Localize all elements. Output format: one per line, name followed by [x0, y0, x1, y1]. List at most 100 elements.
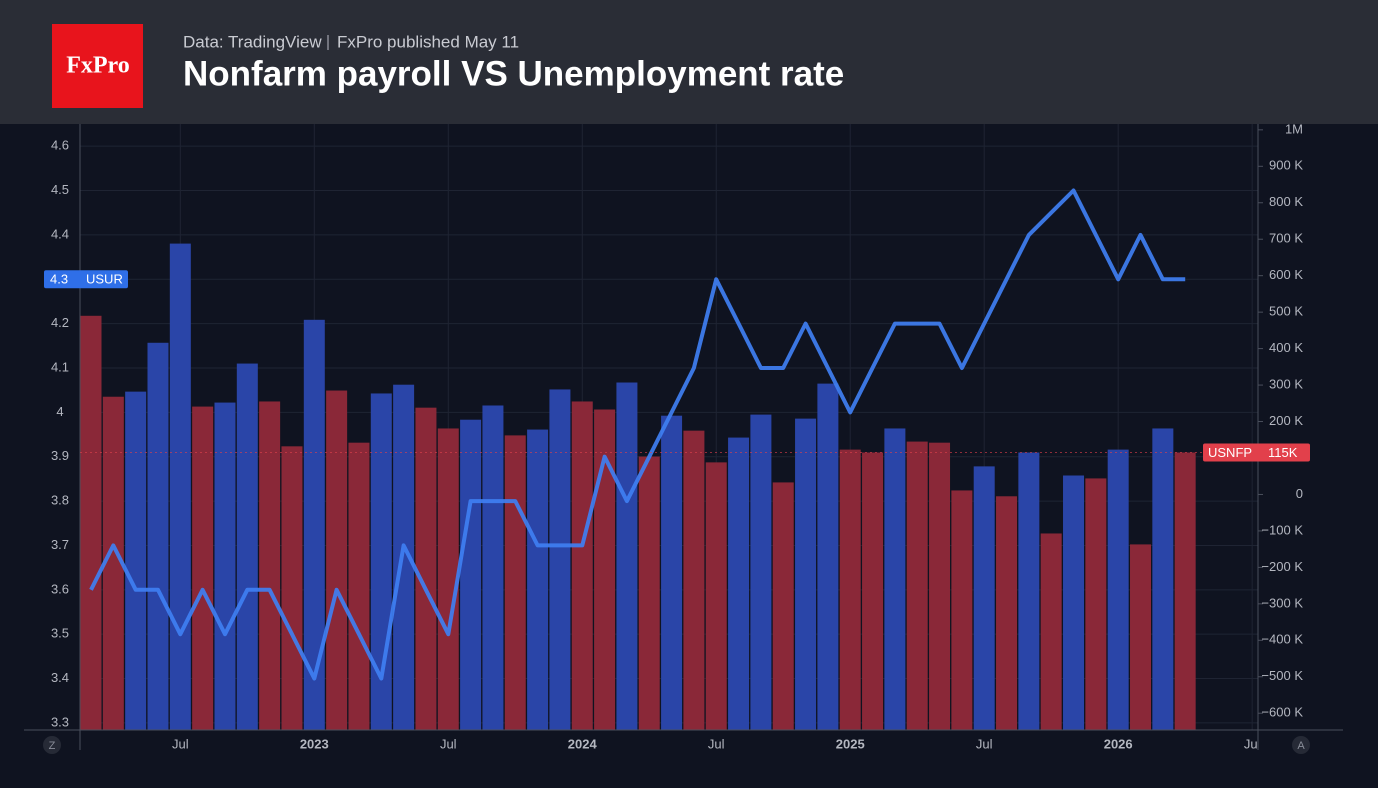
y-tick-label: 4.5 [51, 182, 69, 197]
bar [549, 389, 571, 730]
badge-name: USUR [86, 272, 123, 287]
y2-tick-label: −500 K [1261, 668, 1303, 683]
bar [214, 402, 236, 730]
bar [1174, 452, 1196, 730]
bar [1085, 478, 1107, 730]
bar [504, 435, 526, 730]
bar [661, 415, 683, 730]
badge-value: 115K [1268, 445, 1298, 460]
y-tick-label: 4.6 [51, 138, 69, 153]
y2-tick-label: 800 K [1269, 194, 1303, 209]
x-tick-label: 2024 [568, 736, 598, 751]
line [89, 188, 1186, 681]
bar [571, 401, 593, 730]
bar [1040, 533, 1062, 730]
bar [1018, 452, 1040, 730]
y2-tick-label: 900 K [1269, 158, 1303, 173]
bar [147, 342, 169, 730]
bar [1063, 475, 1085, 730]
logo-box [52, 24, 143, 108]
bar [996, 496, 1018, 730]
y2-tick-label: −400 K [1261, 632, 1303, 647]
bar [192, 406, 214, 730]
y-tick-label: 3.4 [51, 670, 69, 685]
y2-tick-label: 400 K [1269, 340, 1303, 355]
bar [728, 437, 750, 730]
bar [169, 243, 191, 730]
x-tick-label: 2025 [836, 736, 865, 751]
y2-tick-label: 500 K [1269, 304, 1303, 319]
control-label[interactable]: A [1297, 740, 1305, 752]
bar [683, 430, 705, 730]
bar [1107, 449, 1129, 730]
y-tick-label: 4 [56, 404, 63, 419]
bar [437, 428, 459, 730]
y2-tick-label: −300 K [1261, 595, 1303, 610]
x-tick-label: Jul [708, 736, 725, 751]
bar [951, 490, 973, 730]
badge [1203, 443, 1310, 462]
bar [884, 428, 906, 730]
y-tick-label: 4.1 [51, 359, 69, 374]
badge [44, 270, 128, 289]
x-tick-label: Jul [172, 736, 189, 751]
bar [1152, 428, 1174, 730]
x-tick-label: 2023 [300, 736, 329, 751]
bar [482, 405, 504, 730]
y2-tick-label: 700 K [1269, 231, 1303, 246]
y-tick-label: 3.9 [51, 448, 69, 463]
published: FxPro published May 11 [337, 32, 519, 51]
x-tick-label: 2026 [1104, 736, 1133, 751]
bar [929, 442, 951, 730]
source: Data: TradingView [183, 32, 322, 51]
bar [750, 414, 772, 730]
y-tick-label: 3.7 [51, 537, 69, 552]
bar [303, 319, 325, 730]
bar [527, 429, 549, 730]
bar [817, 383, 839, 730]
bar [973, 466, 995, 730]
y-tick-label: 3.3 [51, 714, 69, 729]
bar [906, 441, 928, 730]
bar [348, 442, 370, 730]
y-tick-label: 4.4 [51, 226, 69, 241]
y2-tick-label: 600 K [1269, 267, 1303, 282]
bar [415, 407, 437, 730]
bar [80, 315, 102, 730]
y-tick-label: 4.2 [51, 315, 69, 330]
y2-tick-label: 200 K [1269, 413, 1303, 428]
y2-tick-label: −200 K [1261, 559, 1303, 574]
bar [839, 449, 861, 730]
bar [326, 390, 348, 730]
y-tick-label: 3.6 [51, 581, 69, 596]
bar [1130, 544, 1152, 730]
control-button[interactable] [1292, 736, 1310, 754]
header [0, 0, 1378, 124]
bar [616, 382, 638, 730]
badge-name: USNFP [1208, 445, 1252, 460]
x-tick-label: Jul [1244, 736, 1261, 751]
y2-tick-label: 1M [1285, 121, 1303, 136]
bar [259, 401, 281, 730]
y2-tick-label: −100 K [1261, 522, 1303, 537]
control-button[interactable] [43, 736, 61, 754]
logo: FxPro [66, 53, 130, 79]
bar [772, 482, 794, 730]
y-tick-label: 3.8 [51, 493, 69, 508]
badge-value: 4.3 [50, 272, 68, 287]
control-label[interactable]: Z [49, 740, 56, 752]
bar [795, 418, 817, 730]
bar [460, 419, 482, 730]
bar [638, 456, 660, 730]
x-tick-label: Jul [976, 736, 993, 751]
bar [236, 363, 258, 730]
chart-title: Nonfarm payroll VS Unemployment rate [183, 54, 844, 93]
bar [594, 409, 616, 730]
bar [281, 446, 303, 730]
y2-tick-label: 300 K [1269, 377, 1303, 392]
bar [125, 391, 147, 730]
y2-tick-label: 0 [1296, 486, 1303, 501]
x-tick-label: Jul [440, 736, 457, 751]
bar [862, 452, 884, 730]
